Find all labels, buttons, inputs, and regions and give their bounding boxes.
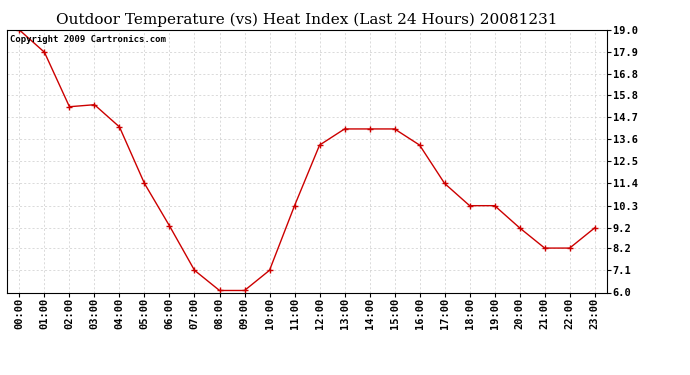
Title: Outdoor Temperature (vs) Heat Index (Last 24 Hours) 20081231: Outdoor Temperature (vs) Heat Index (Las… xyxy=(57,13,558,27)
Text: Copyright 2009 Cartronics.com: Copyright 2009 Cartronics.com xyxy=(10,35,166,44)
